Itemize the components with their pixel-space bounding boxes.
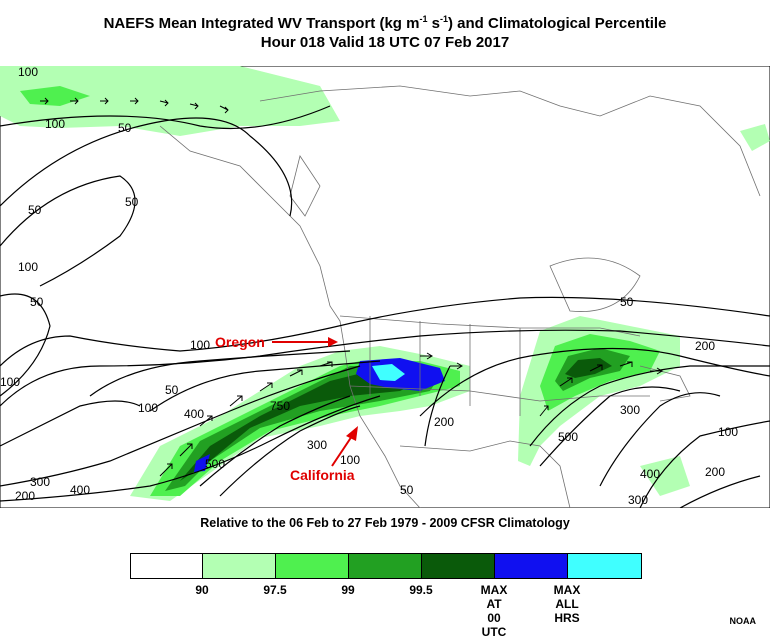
legend-swatch — [349, 554, 422, 578]
legend-label-line: MAX — [480, 583, 508, 597]
contour-label: 100 — [0, 375, 20, 389]
contour-label: 200 — [705, 465, 725, 479]
legend-swatch — [495, 554, 568, 578]
california-annotation: California — [290, 467, 355, 483]
contour-label: 300 — [628, 493, 648, 507]
contour-label: 100 — [718, 425, 738, 439]
legend-label: MAX ALL HRS — [547, 583, 587, 625]
legend-label-line: 97.5 — [263, 583, 287, 597]
contour-label: 50 — [400, 483, 414, 497]
legend-label: 97.5 — [255, 583, 295, 597]
legend-swatch — [203, 554, 276, 578]
contour-label: 50 — [30, 295, 44, 309]
contour-label: 500 — [558, 430, 578, 444]
legend-swatch — [131, 554, 203, 578]
contour-label: 50 — [165, 383, 179, 397]
ivt-map: 100 100 50 50 50 100 50 100 50 100 50 10… — [0, 66, 770, 508]
contour-label: 500 — [205, 457, 225, 471]
legend-label-line: AT — [486, 597, 502, 611]
transport-vectors — [40, 97, 663, 477]
contour-label: 750 — [270, 399, 290, 413]
annotations: Oregon California — [215, 334, 358, 483]
contour-label: 100 — [340, 453, 360, 467]
contour-label: 400 — [70, 483, 90, 497]
legend-label: 99 — [328, 583, 368, 597]
contour-label: 400 — [184, 407, 204, 421]
percentile-legend — [130, 553, 642, 579]
legend-label-line: 00 UTC — [481, 611, 507, 639]
map-title: NAEFS Mean Integrated WV Transport (kg m… — [103, 14, 667, 32]
contour-label: 100 — [18, 260, 38, 274]
legend-label-line: HRS — [554, 611, 580, 625]
legend-label: 90 — [182, 583, 222, 597]
legend-swatch — [276, 554, 349, 578]
climatology-subtitle: Relative to the 06 Feb to 27 Feb 1979 - … — [200, 516, 570, 530]
legend-label-line: 90 — [195, 583, 209, 597]
legend-label: 99.5 — [401, 583, 441, 597]
map-valid-time: Hour 018 Valid 18 UTC 07 Feb 2017 — [260, 34, 510, 51]
oregon-arrow — [328, 337, 338, 347]
credit-label: NOAA — [729, 616, 757, 626]
legend-label-line: 99 — [341, 583, 355, 597]
contour-label: 400 — [640, 467, 660, 481]
ivt-contours — [0, 105, 770, 508]
contour-label: 200 — [695, 339, 715, 353]
legend-label: MAX AT 00 UTC — [474, 583, 514, 639]
contour-label: 300 — [30, 475, 50, 489]
contour-label: 50 — [28, 203, 42, 217]
legend-label-line: MAX — [553, 583, 581, 597]
contour-label: 50 — [125, 195, 139, 209]
contour-label: 100 — [190, 338, 210, 352]
contour-label: 50 — [118, 121, 132, 135]
contour-label: 300 — [307, 438, 327, 452]
contour-label: 100 — [18, 66, 38, 79]
contour-label: 100 — [45, 117, 65, 131]
legend-swatch — [568, 554, 641, 578]
contour-label: 50 — [620, 295, 634, 309]
contour-labels: 100 100 50 50 50 100 50 100 50 100 50 10… — [0, 66, 738, 507]
oregon-annotation: Oregon — [215, 334, 265, 350]
legend-label-line: ALL — [555, 597, 579, 611]
contour-label: 200 — [15, 489, 35, 503]
contour-label: 200 — [434, 415, 454, 429]
legend-label-line: 99.5 — [409, 583, 433, 597]
contour-label: 100 — [138, 401, 158, 415]
legend-swatch — [422, 554, 495, 578]
california-arrow — [346, 426, 358, 441]
contour-label: 300 — [620, 403, 640, 417]
